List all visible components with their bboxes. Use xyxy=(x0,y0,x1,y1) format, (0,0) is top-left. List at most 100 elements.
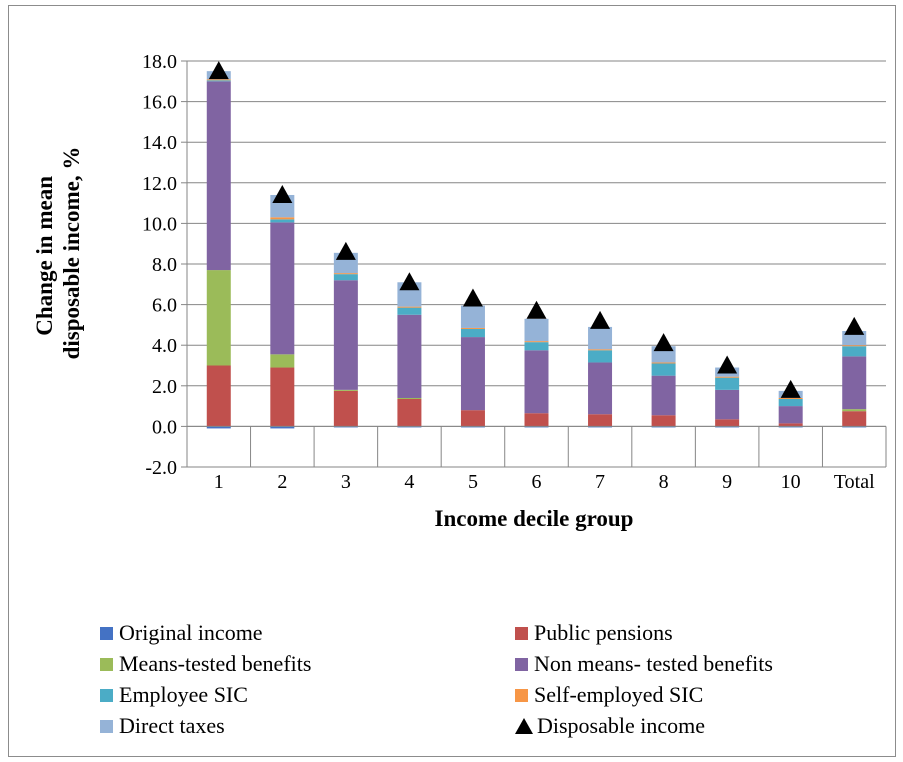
bar-segment xyxy=(588,349,613,351)
x-tick-label: 6 xyxy=(532,471,542,493)
chart-svg: -2.00.02.04.06.08.010.012.014.016.018.0 … xyxy=(32,51,887,531)
x-tick-label: 2 xyxy=(277,471,287,493)
bar-segment xyxy=(715,377,740,390)
bar-segment xyxy=(270,217,295,220)
bar-segment xyxy=(715,376,740,378)
y-tick-label: 8.0 xyxy=(152,254,177,276)
bar-segment xyxy=(460,328,485,338)
legend-label: Non means- tested benefits xyxy=(534,651,773,676)
bars xyxy=(206,71,867,429)
x-tick-label: 4 xyxy=(404,471,414,493)
y-tick-label: 18.0 xyxy=(142,51,177,73)
bar-segment xyxy=(206,426,231,429)
legend-item: Original income xyxy=(100,620,263,646)
y-tick-label: 4.0 xyxy=(152,335,177,357)
legend-swatch xyxy=(100,626,113,640)
bar-segment xyxy=(651,375,676,416)
bar-segment xyxy=(588,362,613,415)
legend-label: Employee SIC xyxy=(119,682,248,707)
y-axis-label: Change in mean disposable income, % xyxy=(32,147,84,360)
bar-segment xyxy=(842,356,867,410)
legend-swatch xyxy=(515,688,528,702)
bar-segment xyxy=(460,426,485,428)
x-tick-label: 10 xyxy=(781,471,801,493)
bar-segment xyxy=(460,337,485,411)
bar-segment xyxy=(778,423,803,427)
legend-label: Public pensions xyxy=(534,620,673,645)
bar-segment xyxy=(778,426,803,428)
bar-segment xyxy=(651,362,676,364)
x-tick-labels: 1 2 3 4 5 6 7 8 9 10 Total xyxy=(214,471,875,493)
disposable-income-marker xyxy=(526,300,547,319)
bar-segment xyxy=(715,426,740,428)
bar-segment xyxy=(333,273,358,275)
bar-segment xyxy=(651,415,676,427)
bar-segment xyxy=(270,219,295,223)
bar-segment xyxy=(842,345,867,347)
bar-segment xyxy=(206,81,231,271)
bar-segment xyxy=(206,79,231,81)
disposable-income-marker xyxy=(844,316,865,335)
legend-label: Means-tested benefits xyxy=(119,651,312,676)
bar-segment xyxy=(270,354,295,368)
y-tick-label: 10.0 xyxy=(142,213,177,235)
y-tick-label: 0.0 xyxy=(152,416,177,438)
bar-segment xyxy=(206,80,231,82)
x-tick-label: 5 xyxy=(468,471,478,493)
x-tick-label: 7 xyxy=(595,471,605,493)
x-tick-label: 1 xyxy=(214,471,224,493)
bar-segment xyxy=(270,222,295,355)
y-tick-label: 16.0 xyxy=(142,92,177,114)
bar-segment xyxy=(715,389,740,420)
bar-segment xyxy=(333,389,358,391)
bar-segment xyxy=(397,307,422,315)
x-tick-label: 3 xyxy=(341,471,351,493)
bar-segment xyxy=(524,341,549,343)
bar-segment xyxy=(206,365,231,427)
legend-label: Disposable income xyxy=(537,713,706,738)
bar-segment xyxy=(778,406,803,424)
legend-label: Self-employed SIC xyxy=(534,682,704,707)
legend-item: Self-employed SIC xyxy=(515,682,703,708)
bar-segment xyxy=(588,414,613,427)
bar-segment xyxy=(270,367,295,427)
legend-item: Non means- tested benefits xyxy=(515,651,773,677)
legend-label: Direct taxes xyxy=(119,713,225,738)
legend-triangle-icon xyxy=(515,718,533,734)
legend-item: Direct taxes xyxy=(100,713,225,739)
bar-segment xyxy=(524,318,549,342)
axes xyxy=(181,60,887,468)
bar-segment xyxy=(397,306,422,308)
legend-swatch xyxy=(100,688,113,702)
y-tick-label: 12.0 xyxy=(142,173,177,195)
bar-segment xyxy=(460,305,485,328)
disposable-income-marker xyxy=(208,61,229,80)
y-tick-label: 2.0 xyxy=(152,376,177,398)
bar-segment xyxy=(842,346,867,357)
disposable-income-marker xyxy=(272,184,293,203)
bar-segment xyxy=(524,350,549,414)
bar-segment xyxy=(588,350,613,363)
y-axis-label-line-2: disposable income, % xyxy=(59,147,84,360)
bar-segment xyxy=(651,363,676,376)
bar-segment xyxy=(842,411,867,427)
y-tick-label: -2.0 xyxy=(145,457,177,479)
legend-swatch xyxy=(515,626,528,640)
bar-segment xyxy=(460,327,485,329)
disposable-income-marker xyxy=(717,355,738,374)
disposable-income-marker xyxy=(335,241,356,260)
y-axis-label-line-1: Change in mean xyxy=(32,176,57,336)
bar-segment xyxy=(397,314,422,398)
bar-segment xyxy=(333,426,358,428)
legend-label: Original income xyxy=(119,620,263,645)
disposable-income-marker xyxy=(780,379,801,398)
disposable-income-marker xyxy=(653,333,674,352)
bar-segment xyxy=(270,426,295,429)
disposable-income-markers xyxy=(208,61,865,398)
bar-segment xyxy=(715,419,740,427)
bar-segment xyxy=(460,410,485,427)
bar-segment xyxy=(397,397,422,399)
bar-segment xyxy=(588,426,613,428)
disposable-income-marker xyxy=(399,272,420,291)
bar-segment xyxy=(842,409,867,412)
